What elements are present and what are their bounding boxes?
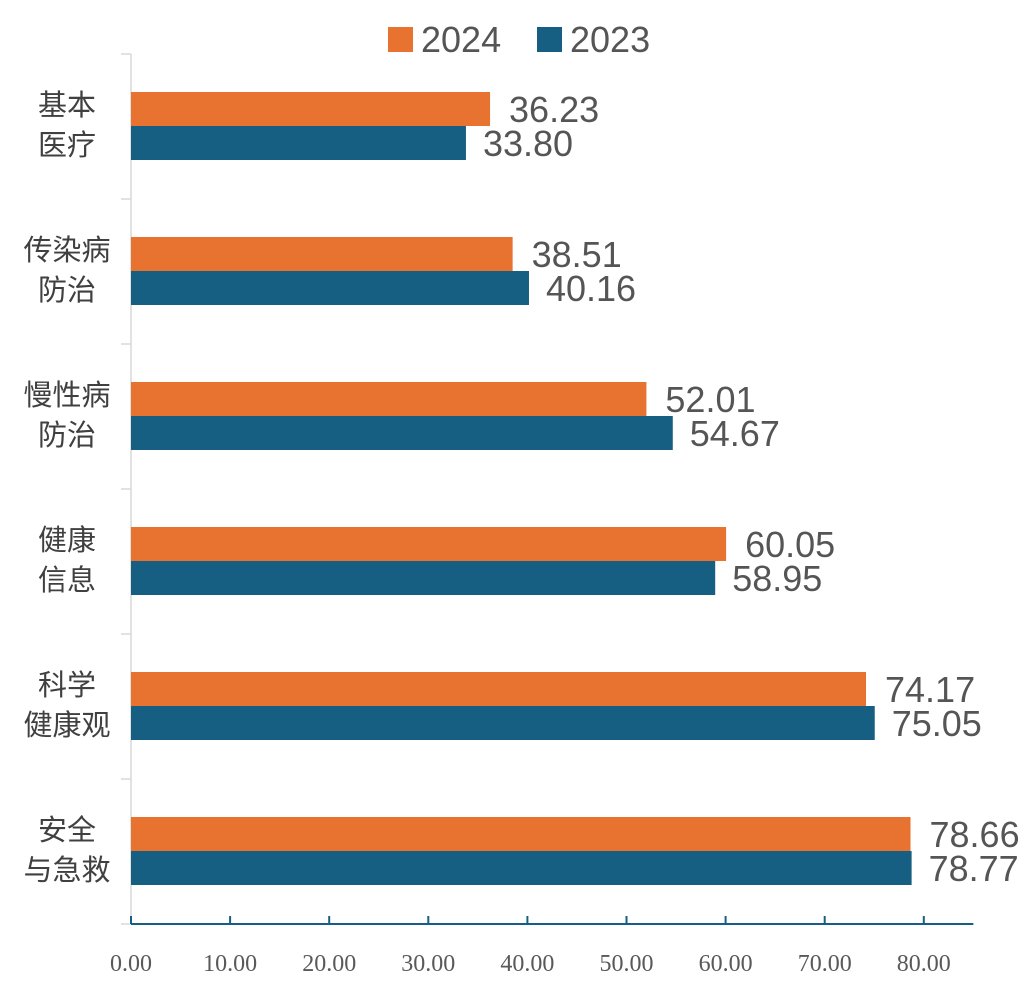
bar-2023-3 [131, 561, 716, 595]
x-tick-label-4: 40.00 [500, 951, 554, 977]
x-tick-label-2: 20.00 [302, 951, 356, 977]
x-axis: 0.00 10.00 20.00 30.00 40.00 50.00 60.00 70.00 8… [110, 916, 974, 977]
data-label-2023-3: 58.95 [732, 558, 822, 599]
data-label-2024-0: 36.23 [509, 89, 599, 130]
category-label-4-line2: 健康观 [23, 708, 110, 742]
bar-2024-4 [131, 672, 867, 706]
bar-2024-0 [131, 92, 491, 126]
data-label-2023-4: 75.05 [892, 703, 982, 744]
category-label-3-line2: 信息 [38, 563, 96, 597]
x-tick-label-3: 30.00 [401, 951, 455, 977]
bars [131, 92, 912, 885]
x-tick-label-8: 80.00 [897, 951, 951, 977]
data-label-2024-4: 74.17 [885, 669, 975, 710]
bar-2023-4 [131, 706, 875, 740]
y-axis [121, 53, 132, 925]
data-label-2024-1: 38.51 [532, 234, 622, 275]
category-label-1-line1: 传染病 [23, 233, 110, 267]
bar-2023-5 [131, 851, 912, 885]
x-tick-label-0: 0.00 [110, 951, 152, 977]
bar-2023-2 [131, 416, 673, 450]
legend-label-2023: 2023 [570, 19, 650, 60]
data-label-2023-2: 54.67 [690, 413, 780, 454]
category-label-4-line1: 科学 [38, 668, 96, 702]
category-label-1-line2: 防治 [38, 273, 96, 307]
data-label-2023-5: 78.77 [929, 848, 1019, 889]
bar-2024-2 [131, 382, 647, 416]
category-label-5-line1: 安全 [38, 813, 96, 847]
legend-label-2024: 2024 [421, 19, 501, 60]
x-tick-label-6: 60.00 [699, 951, 753, 977]
x-tick-label-5: 50.00 [600, 951, 654, 977]
data-label-2024-2: 52.01 [665, 379, 755, 420]
category-label-2-line1: 慢性病 [23, 378, 110, 412]
category-label-2-line2: 防治 [38, 418, 96, 452]
bar-2023-1 [131, 271, 529, 305]
x-tick-label-7: 70.00 [798, 951, 852, 977]
category-label-5-line2: 与急救 [23, 853, 110, 887]
x-tick-label-1: 10.00 [203, 951, 257, 977]
data-label-2024-3: 60.05 [745, 524, 835, 565]
legend-swatch-2024 [388, 27, 413, 52]
data-label-2024-5: 78.66 [930, 814, 1020, 855]
bar-2023-0 [131, 126, 466, 160]
bar-2024-3 [131, 527, 727, 561]
bar-2024-5 [131, 817, 911, 851]
data-label-2023-0: 33.80 [483, 123, 573, 164]
category-label-3-line1: 健康 [38, 523, 96, 557]
data-label-2023-1: 40.16 [546, 268, 636, 309]
legend-swatch-2023 [537, 27, 562, 52]
legend: 2024 2023 [388, 19, 650, 60]
bar-2024-1 [131, 237, 513, 271]
category-label-0-line1: 基本 [38, 88, 96, 122]
category-label-0-line2: 医疗 [38, 128, 96, 162]
